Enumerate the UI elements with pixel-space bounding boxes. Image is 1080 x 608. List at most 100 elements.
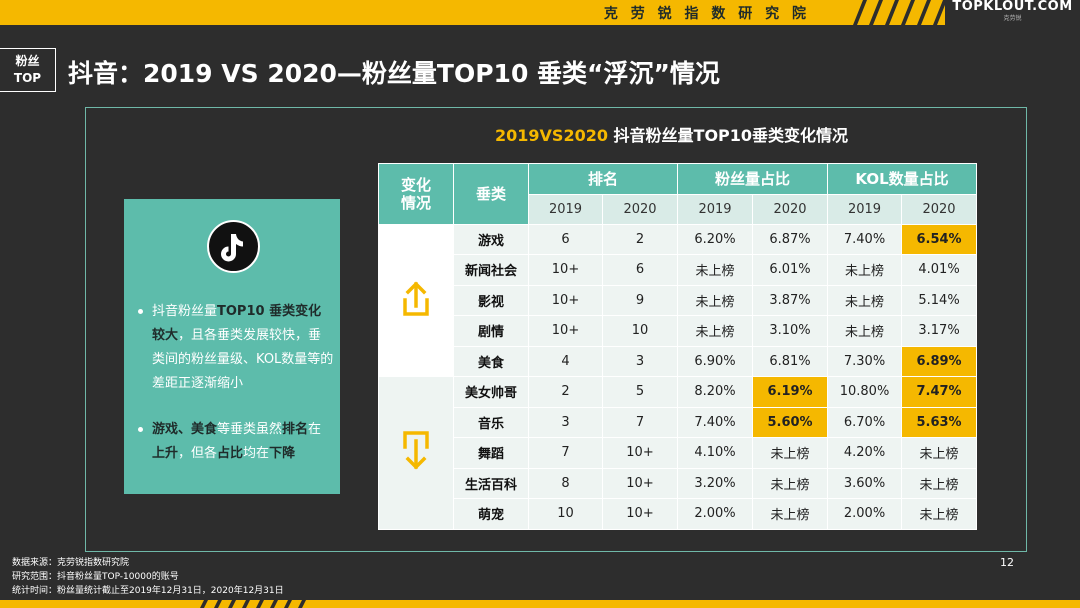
top10-table: 变化 情况 垂类 排名 粉丝量占比 KOL数量占比 2019 2020 2019… xyxy=(378,163,978,530)
rank-2019: 6 xyxy=(528,223,603,255)
year-header: 2019 xyxy=(827,193,903,225)
kol-2019: 6.70% xyxy=(827,406,903,438)
table-title-years: 2019VS2020 xyxy=(495,126,608,145)
decorative-stripes xyxy=(853,0,945,25)
arrow-up-graphic xyxy=(403,281,429,316)
arrow-up-icon xyxy=(378,223,454,377)
fans-2019: 未上榜 xyxy=(677,284,754,316)
header-fans-share: 粉丝量占比 xyxy=(677,163,829,195)
tiktok-icon xyxy=(207,220,260,273)
rank-2020: 10+ xyxy=(601,498,679,530)
header-kol-share: KOL数量占比 xyxy=(827,163,978,195)
footer-scope: 研究范围：抖音粉丝量TOP-10000的账号 xyxy=(12,572,179,582)
arrow-down-graphic xyxy=(403,431,429,470)
top-banner: 克 劳 锐 指 数 研 究 院 xyxy=(0,0,1080,25)
table-row: 生活百科 8 10+ 3.20% 未上榜 3.60% 未上榜 xyxy=(379,467,978,499)
rank-2019: 7 xyxy=(528,437,603,469)
kol-2020: 3.17% xyxy=(901,315,978,347)
fans-2019: 未上榜 xyxy=(677,315,754,347)
table-row: 游戏 6 2 6.20% 6.87% 7.40% 6.54% xyxy=(378,223,978,377)
category-cell: 游戏 xyxy=(453,223,529,255)
year-header: 2020 xyxy=(601,193,679,225)
rank-2019: 8 xyxy=(528,467,603,499)
table-row: 影视 10+ 9 未上榜 3.87% 未上榜 5.14% xyxy=(379,284,978,316)
fans-2020: 6.01% xyxy=(752,254,829,286)
kol-2020: 6.54% xyxy=(901,223,978,255)
rank-2020: 10+ xyxy=(601,437,679,469)
rank-2020: 3 xyxy=(601,345,679,377)
kol-2019: 未上榜 xyxy=(827,315,903,347)
kol-2019: 7.30% xyxy=(827,345,903,377)
rank-2020: 2 xyxy=(601,223,679,255)
fans-2019: 7.40% xyxy=(677,406,754,438)
bullet1-text-2: ，且各垂类发展较快，垂类间的粉丝量级、KOL数量等的差距正逐渐缩小 xyxy=(152,328,334,391)
rank-2020: 10 xyxy=(601,315,679,347)
fans-2020: 未上榜 xyxy=(752,467,829,499)
summary-bullet-1: 抖音粉丝量TOP10 垂类变化较大，且各垂类发展较快，垂类间的粉丝量级、KOL数… xyxy=(138,300,334,396)
kol-2020: 5.63% xyxy=(901,406,978,438)
bullet2-text-2: 在 xyxy=(308,422,322,437)
rank-2019: 10+ xyxy=(528,315,603,347)
rank-2020: 6 xyxy=(601,254,679,286)
section-tag-line2: TOP xyxy=(13,71,42,85)
decorative-stripes-bottom xyxy=(200,600,306,608)
section-tag-line1: 粉丝 xyxy=(15,54,40,68)
kol-2019: 未上榜 xyxy=(827,254,903,286)
footer-notes: 数据来源：克劳锐指数研究院 研究范围：抖音粉丝量TOP-10000的账号 统计时… xyxy=(12,556,284,598)
category-cell: 舞蹈 xyxy=(453,437,529,469)
bullet1-text-1: 抖音粉丝量 xyxy=(152,304,218,319)
table-row: 音乐 3 7 7.40% 5.60% 6.70% 5.63% xyxy=(379,406,978,438)
fans-2020: 6.87% xyxy=(752,223,829,255)
bullet2-text-3: ，但各 xyxy=(178,446,218,461)
header-rank: 排名 xyxy=(527,163,679,195)
fans-2020: 3.10% xyxy=(752,315,829,347)
section-tag: 粉丝 TOP xyxy=(0,48,56,92)
year-header: 2019 xyxy=(528,193,603,225)
fans-2019: 6.90% xyxy=(677,345,754,377)
fans-2020: 3.87% xyxy=(752,284,829,316)
kol-2019: 3.60% xyxy=(827,467,903,499)
bullet2-text-4: 均在 xyxy=(243,446,270,461)
bullet2-bold-2: 排名 xyxy=(282,422,309,437)
fans-2019: 2.00% xyxy=(677,498,754,530)
rank-2020: 9 xyxy=(601,284,679,316)
fans-2019: 4.10% xyxy=(677,437,754,469)
page-title: 抖音：2019 VS 2020—粉丝量TOP10 垂类“浮沉”情况 xyxy=(68,59,720,88)
rank-2019: 10+ xyxy=(528,254,603,286)
table-title-text: 抖音粉丝量TOP10垂类变化情况 xyxy=(607,126,849,145)
table-row: 萌宠 10 10+ 2.00% 未上榜 2.00% 未上榜 xyxy=(379,498,978,530)
rank-2020: 10+ xyxy=(601,467,679,499)
kol-2019: 7.40% xyxy=(827,223,903,255)
fans-2019: 6.20% xyxy=(677,223,754,255)
header-change: 变化 情况 xyxy=(378,163,454,225)
kol-2020: 未上榜 xyxy=(901,467,978,499)
kol-2019: 未上榜 xyxy=(827,284,903,316)
fans-2020: 6.19% xyxy=(752,376,829,408)
fans-2019: 未上榜 xyxy=(677,254,754,286)
category-cell: 萌宠 xyxy=(453,498,529,530)
kol-2020: 未上榜 xyxy=(901,437,978,469)
bullet2-bold-3: 上升 xyxy=(152,446,179,461)
table-row: 新闻社会 10+ 6 未上榜 6.01% 未上榜 4.01% xyxy=(379,254,978,286)
category-cell: 新闻社会 xyxy=(453,254,529,286)
rank-2020: 5 xyxy=(601,376,679,408)
fans-2019: 3.20% xyxy=(677,467,754,499)
bullet1-bold-1: TOP10 垂类变化较大 xyxy=(152,304,322,343)
category-cell: 影视 xyxy=(453,284,529,316)
brand-logo-text: TOPKLOUT.COM xyxy=(952,0,1073,14)
category-cell: 音乐 xyxy=(453,406,529,438)
year-header: 2020 xyxy=(752,193,829,225)
content-panel xyxy=(85,107,1027,552)
kol-2020: 未上榜 xyxy=(901,498,978,530)
kol-2019: 2.00% xyxy=(827,498,903,530)
brand-logo: TOPKLOUT.COM 克劳锐 xyxy=(945,0,1080,25)
kol-2020: 5.14% xyxy=(901,284,978,316)
kol-2020: 7.47% xyxy=(901,376,978,408)
brand-logo-sub: 克劳锐 xyxy=(1003,15,1022,22)
fans-2020: 未上榜 xyxy=(752,498,829,530)
bullet2-bold-1: 游戏、美食 xyxy=(152,422,218,437)
rank-2019: 10 xyxy=(528,498,603,530)
rank-2020: 7 xyxy=(601,406,679,438)
tiktok-note-icon xyxy=(221,234,243,262)
bullet2-text-1: 等垂类虽然 xyxy=(217,422,283,437)
